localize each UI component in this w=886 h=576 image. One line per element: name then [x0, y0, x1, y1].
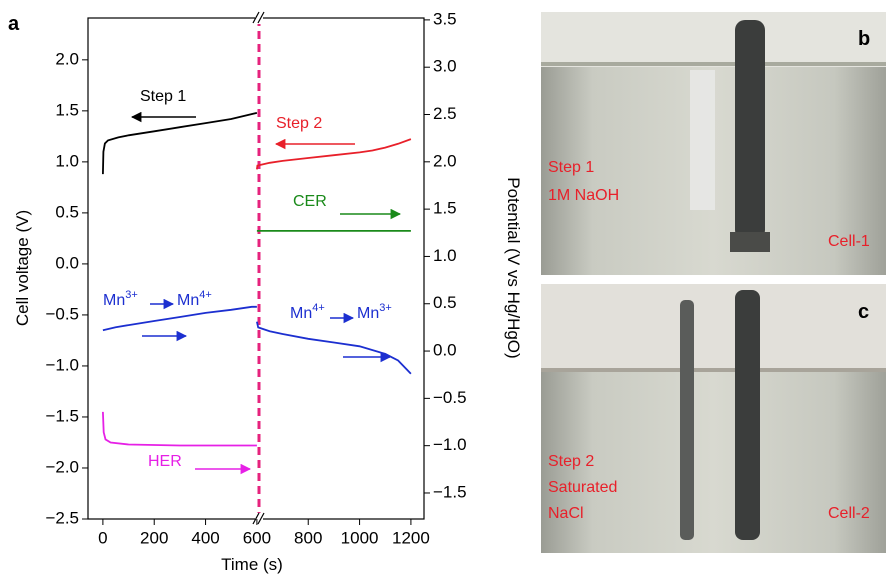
annotation-text: Mn: [103, 292, 125, 309]
x-tick-label: 600: [243, 528, 271, 547]
series-label: Step 2: [276, 115, 322, 132]
y2-tick-label: 2.0: [433, 151, 457, 170]
y2-tick-label: 3.5: [433, 9, 457, 28]
y-tick-label: 0.0: [55, 253, 79, 272]
y-tick-label: −2.0: [45, 457, 79, 476]
series-label: CER: [293, 193, 327, 210]
y-tick-label: 0.5: [55, 202, 79, 221]
y2-tick-label: −1.5: [433, 482, 467, 501]
y-tick-label: 1.5: [55, 100, 79, 119]
series-line: [256, 138, 412, 170]
annotation-superscript: 3+: [379, 302, 392, 314]
panel-label: a: [8, 13, 20, 35]
panel-label: b: [858, 28, 870, 50]
y2-tick-label: −0.5: [433, 388, 467, 407]
axis-break: [252, 11, 265, 525]
annotation-superscript: 4+: [312, 302, 325, 314]
y-tick-label: −1.5: [45, 406, 79, 425]
photo-b: [541, 12, 886, 275]
annotation-superscript: 4+: [199, 289, 212, 301]
series-label: HER: [148, 453, 182, 470]
series-line: [102, 305, 257, 332]
x-axis-label: Time (s): [221, 555, 283, 574]
annotation-text: Mn: [290, 305, 312, 322]
x-tick-label: 400: [191, 528, 219, 547]
y2-tick-label: −1.0: [433, 435, 467, 454]
x-tick-label: 1200: [392, 528, 430, 547]
y-tick-label: −0.5: [45, 304, 79, 323]
photo-caption: Saturated: [548, 479, 617, 496]
y-tick-label: −1.0: [45, 355, 79, 374]
y2-tick-label: 1.5: [433, 199, 457, 218]
panel-label: c: [858, 301, 869, 323]
photo-caption: Step 2: [548, 453, 594, 470]
y2-axis-label: Potential (V vs Hg/HgO): [504, 177, 523, 358]
annotation-text: Mn: [177, 292, 199, 309]
annotation: Mn3+: [103, 289, 138, 309]
series-label: Step 1: [140, 88, 186, 105]
photo-c: [541, 284, 886, 553]
y-tick-label: −2.5: [45, 508, 79, 527]
x-tick-label: 200: [140, 528, 168, 547]
photo-caption: Cell-2: [828, 505, 870, 522]
series-line: [102, 411, 257, 447]
annotation: Mn3+: [357, 302, 392, 322]
photo-caption: 1M NaOH: [548, 187, 619, 204]
annotation: Mn4+: [290, 302, 325, 322]
y-tick-label: 1.0: [55, 151, 79, 170]
series-line: [102, 112, 258, 175]
y-tick-label: 2.0: [55, 49, 79, 68]
annotation-superscript: 3+: [125, 289, 138, 301]
y2-tick-label: 3.0: [433, 57, 457, 76]
x-tick-label: 800: [294, 528, 322, 547]
photo-caption: Cell-1: [828, 233, 870, 250]
annotation: Mn4+: [177, 289, 212, 309]
x-tick-label: 0: [98, 528, 107, 547]
y2-tick-label: 0.0: [433, 341, 457, 360]
series-line: [256, 321, 412, 375]
annotation-text: Mn: [357, 305, 379, 322]
y2-tick-label: 1.0: [433, 246, 457, 265]
y-axis-label: Cell voltage (V): [13, 210, 32, 326]
photo-caption: Step 1: [548, 159, 594, 176]
photo-caption: NaCl: [548, 505, 584, 522]
y2-tick-label: 0.5: [433, 293, 457, 312]
arrows: [130, 111, 402, 475]
y2-tick-label: 2.5: [433, 104, 457, 123]
x-tick-label: 1000: [341, 528, 379, 547]
